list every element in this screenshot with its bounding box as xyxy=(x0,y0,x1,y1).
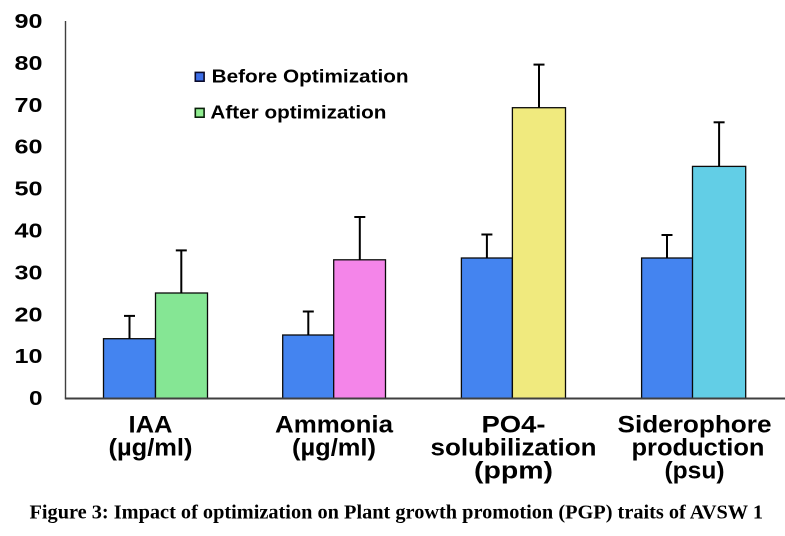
svg-text:IAA: IAA xyxy=(129,411,173,438)
svg-text:Ammonia: Ammonia xyxy=(275,411,394,438)
svg-text:90: 90 xyxy=(15,11,43,33)
svg-text:solubilization: solubilization xyxy=(431,434,597,461)
svg-text:production: production xyxy=(632,434,765,461)
svg-text:30: 30 xyxy=(15,262,43,284)
svg-text:(psu): (psu) xyxy=(665,457,725,484)
svg-text:10: 10 xyxy=(15,346,43,368)
svg-text:Figure 3: Impact of optimizati: Figure 3: Impact of optimization on Plan… xyxy=(30,501,764,523)
svg-text:50: 50 xyxy=(15,179,43,201)
svg-text:(µg/ml): (µg/ml) xyxy=(109,434,193,461)
svg-text:60: 60 xyxy=(15,137,43,159)
svg-text:20: 20 xyxy=(15,304,43,326)
svg-text:70: 70 xyxy=(15,95,43,117)
svg-text:Before Optimization: Before Optimization xyxy=(212,66,409,86)
svg-text:0: 0 xyxy=(29,388,43,410)
svg-text:After optimization: After optimization xyxy=(210,102,386,122)
svg-text:40: 40 xyxy=(15,221,43,243)
svg-text:(ppm): (ppm) xyxy=(474,457,553,484)
svg-text:Siderophore: Siderophore xyxy=(618,411,772,438)
svg-text:80: 80 xyxy=(15,53,43,75)
svg-text:PO4-: PO4- xyxy=(482,411,546,438)
svg-text:(µg/ml): (µg/ml) xyxy=(292,434,376,461)
